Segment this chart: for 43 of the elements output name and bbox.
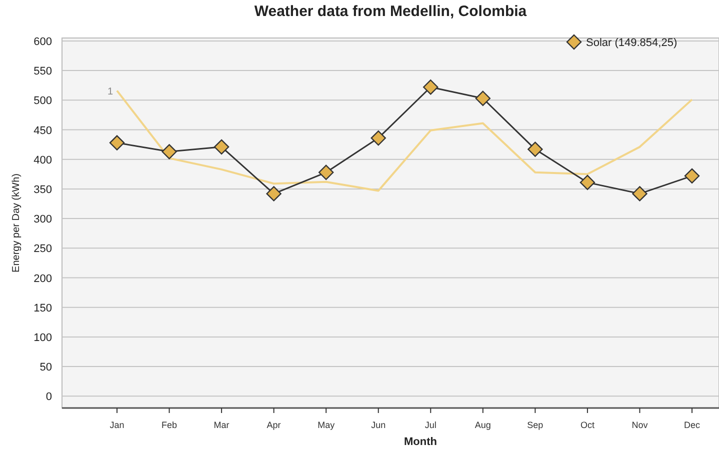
y-tick-label: 450: [34, 124, 52, 137]
y-tick-label: 350: [34, 184, 52, 196]
x-tick-label: Sep: [527, 420, 544, 430]
point: [266, 186, 282, 202]
x-tick-label: Jul: [424, 420, 436, 430]
y-tick-label: 500: [34, 95, 52, 108]
y-tick-label: 200: [34, 272, 52, 285]
x-tick-label: Apr: [266, 420, 281, 430]
y-tick-label: 0: [46, 391, 52, 404]
point: [475, 90, 491, 106]
x-tick-label: Mar: [214, 420, 230, 430]
y-tick-label: 150: [34, 302, 52, 314]
y-tick-label: 100: [34, 332, 52, 344]
point: [580, 174, 596, 190]
point: [318, 164, 334, 180]
y-tick-label: 50: [40, 362, 52, 374]
y-tick-label: 600: [34, 36, 52, 48]
y-tick-label: 300: [34, 214, 52, 226]
annotation: 1: [107, 86, 114, 98]
point: [370, 130, 386, 146]
x-tick-label: Jun: [371, 420, 386, 430]
legend-label: Solar (149.854,25): [586, 37, 678, 49]
line-series: [116, 90, 693, 192]
x-tick-label: Aug: [474, 420, 491, 430]
point: [214, 139, 230, 155]
x-tick-label: Nov: [632, 420, 648, 430]
x-axis-title: Month: [404, 436, 438, 448]
x-tick-label: Dec: [684, 420, 700, 430]
y-tick-label: 400: [34, 154, 52, 166]
point: [632, 186, 648, 202]
x-tick-label: Oct: [580, 420, 595, 430]
y-tick-label: 550: [34, 66, 52, 78]
point: [528, 142, 543, 157]
y-tick-label: 250: [34, 243, 52, 256]
x-tick-label: Jan: [110, 420, 124, 430]
point: [162, 144, 177, 160]
point: [109, 135, 125, 150]
y-axis-title: Energy per Day (kWh): [11, 174, 22, 272]
point: [423, 80, 438, 95]
chart-title: Weather data from Medellin, Colombia: [254, 3, 528, 20]
point: [684, 168, 700, 184]
x-tick-label: May: [318, 420, 336, 430]
x-tick-label: Feb: [162, 420, 178, 430]
